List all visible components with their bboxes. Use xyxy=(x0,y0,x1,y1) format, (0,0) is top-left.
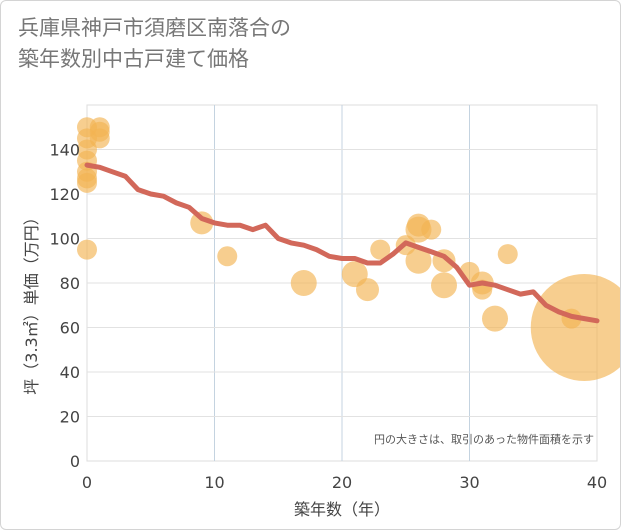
trend-line-series xyxy=(84,162,600,324)
y-tick-label: 100 xyxy=(49,230,80,249)
x-axis-label: 築年数（年） xyxy=(294,500,390,519)
y-tick-label: 120 xyxy=(49,185,80,204)
data-bubble xyxy=(356,278,379,302)
data-bubble xyxy=(77,172,97,193)
data-bubble xyxy=(217,246,238,267)
x-tick-label: 0 xyxy=(82,473,92,492)
data-bubble xyxy=(421,219,442,240)
size-note: 円の大きさは、取引のあった物件面積を示す xyxy=(374,432,594,446)
axis-ticks: 0 10 20 30 40 0 20 40 60 80 100 120 140 xyxy=(49,141,607,493)
data-bubble xyxy=(89,128,110,149)
x-tick-label: 30 xyxy=(459,473,479,492)
data-bubble xyxy=(482,305,508,332)
trend-line xyxy=(84,162,600,324)
chart-title-line-2: 築年数別中古戸建て価格 xyxy=(18,47,249,71)
y-tick-label: 0 xyxy=(70,452,80,471)
chart-title: 兵庫県神戸市須磨区南落合の 築年数別中古戸建て価格 xyxy=(18,13,291,75)
data-bubble xyxy=(405,247,432,274)
data-bubble xyxy=(431,272,457,299)
y-tick-label: 20 xyxy=(60,408,80,427)
x-tick-label: 40 xyxy=(587,473,607,492)
y-tick-label: 140 xyxy=(49,141,80,160)
y-tick-label: 60 xyxy=(60,319,80,338)
y-tick-label: 80 xyxy=(60,274,80,293)
y-axis-label: 坪（3.3㎡）単価（万円） xyxy=(22,209,41,394)
data-bubble xyxy=(370,239,391,260)
data-bubble xyxy=(190,211,214,235)
bubble-series xyxy=(77,117,620,381)
data-bubble xyxy=(77,239,97,260)
data-bubble xyxy=(530,274,620,381)
x-tick-label: 10 xyxy=(204,473,224,492)
y-tick-label: 40 xyxy=(60,363,80,382)
data-bubble xyxy=(497,244,518,265)
x-tick-label: 20 xyxy=(332,473,352,492)
data-bubble xyxy=(290,270,317,296)
chart-title-line-1: 兵庫県神戸市須磨区南落合の xyxy=(18,16,291,40)
